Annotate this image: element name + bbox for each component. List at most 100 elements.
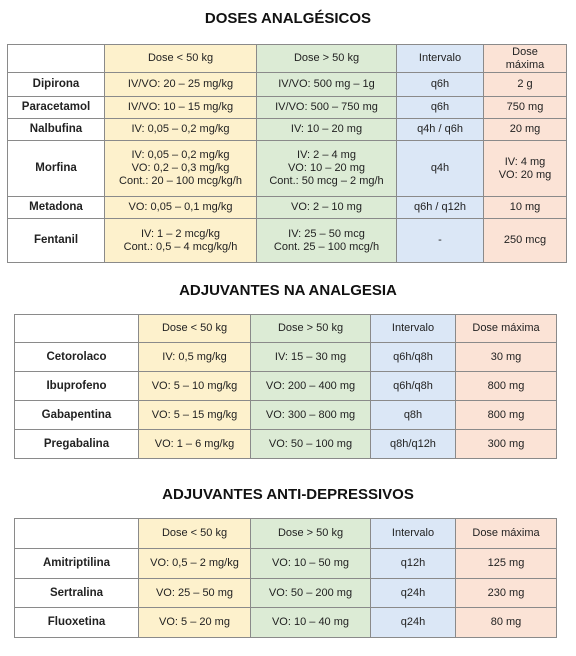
data-row: Amitriptilina VO: 0,5 – 2 mg/kg VO: 10 – 5… xyxy=(14,548,557,579)
dose-cell: VO: 1 – 6 mg/kg xyxy=(138,429,251,459)
dose-cell: VO: 10 – 50 mg xyxy=(250,548,371,579)
header-cell: Dose > 50 kg xyxy=(250,314,371,343)
dose-cell: q6h xyxy=(396,72,484,97)
drug-name: Cetorolaco xyxy=(14,342,139,372)
section-title: DOSES ANALGÉSICOS xyxy=(204,10,372,27)
data-row: Cetorolaco IV: 0,5 mg/kg IV: 15 – 30 mg q6h… xyxy=(14,342,557,372)
header-cell: Dose < 50 kg xyxy=(138,518,251,549)
dose-cell: IV: 1 – 2 mcg/kg Cont.: 0,5 – 4 mcg/kg/h xyxy=(104,218,257,263)
dose-cell: IV: 0,5 mg/kg xyxy=(138,342,251,372)
cell-line: VO: 20 mg xyxy=(498,168,552,181)
cell-line: Cont. 25 – 100 mcg/h xyxy=(273,240,380,253)
header-cell: Dose < 50 kg xyxy=(138,314,251,343)
dose-cell: q12h xyxy=(370,548,456,579)
dose-cell: IV: 0,05 – 0,2 mg/kg xyxy=(104,118,257,141)
dose-cell: VO: 5 – 20 mg xyxy=(138,607,251,638)
dose-cell: - xyxy=(396,218,484,263)
dose-cell: IV: 15 – 30 mg xyxy=(250,342,371,372)
dose-cell: 250 mcg xyxy=(483,218,567,263)
drug-name: Metadona xyxy=(7,196,105,219)
table-body: Dose < 50 kg Dose > 50 kg Intervalo Dose má… xyxy=(14,518,557,638)
table-body: Dose < 50 kg Dose > 50 kg Intervalo Dose má… xyxy=(14,314,557,459)
dose-cell: 800 mg xyxy=(455,400,557,430)
dose-table: Dose < 50 kg Dose > 50 kg Intervalo Dose máx… xyxy=(7,44,567,263)
dose-cell: 230 mg xyxy=(455,578,557,608)
dose-cell: 125 mg xyxy=(455,548,557,579)
dose-cell: 80 mg xyxy=(455,607,557,638)
dose-cell: q24h xyxy=(370,607,456,638)
dose-cell: VO: 300 – 800 mg xyxy=(250,400,371,430)
dose-cell: IV: 10 – 20 mg xyxy=(256,118,397,141)
data-row: Pregabalina VO: 1 – 6 mg/kg VO: 50 – 100 m… xyxy=(14,429,557,459)
dose-cell: IV: 4 mg VO: 20 mg xyxy=(483,140,567,197)
drug-name: Paracetamol xyxy=(7,96,105,119)
data-row: Gabapentina VO: 5 – 15 mg/kg VO: 300 – 800… xyxy=(14,400,557,430)
dose-cell: VO: 50 – 100 mg xyxy=(250,429,371,459)
cell-line: IV: 2 – 4 mg xyxy=(297,149,356,161)
drug-name: Fluoxetina xyxy=(14,607,139,638)
data-row: Dipirona IV/VO: 20 – 25 mg/kg IV/VO: 500 m… xyxy=(7,72,567,97)
data-row: Paracetamol IV/VO: 10 – 15 mg/kg IV/VO: 50… xyxy=(7,96,567,119)
table-body: Dose < 50 kg Dose > 50 kg Intervalo Dose máx… xyxy=(7,44,567,263)
header-cell: Intervalo xyxy=(370,314,456,343)
dose-cell: IV: 2 – 4 mg VO: 10 – 20 mg Cont.: 50 mcg … xyxy=(256,140,397,197)
dose-cell: 20 mg xyxy=(483,118,567,141)
dose-cell: IV/VO: 500 mg – 1g xyxy=(256,72,397,97)
section-title: ADJUVANTES ANTI-DEPRESSIVOS xyxy=(162,486,414,503)
header-cell: Dose máxima xyxy=(455,518,557,549)
drug-name: Gabapentina xyxy=(14,400,139,430)
dose-cell: VO: 5 – 10 mg/kg xyxy=(138,371,251,401)
cell-line: Dose xyxy=(512,45,538,58)
dose-cell: IV: 0,05 – 0,2 mg/kg VO: 0,2 – 0,3 mg/kg C… xyxy=(104,140,257,197)
section-title: ADJUVANTES NA ANALGESIA xyxy=(179,282,397,299)
cell-line: IV: 4 mg xyxy=(504,155,546,168)
header-cell: Dose > 50 kg xyxy=(256,44,397,73)
drug-name: Sertralina xyxy=(14,578,139,608)
drug-name: Nalbufina xyxy=(7,118,105,141)
dose-cell: q4h / q6h xyxy=(396,118,484,141)
dose-cell: 800 mg xyxy=(455,371,557,401)
drug-name: Pregabalina xyxy=(14,429,139,459)
cell-line: IV: 1 – 2 mcg/kg xyxy=(140,227,221,240)
data-row: Ibuprofeno VO: 5 – 10 mg/kg VO: 200 – 400 … xyxy=(14,371,557,401)
dose-cell: IV/VO: 500 – 750 mg xyxy=(256,96,397,119)
dose-cell: VO: 5 – 15 mg/kg xyxy=(138,400,251,430)
dose-cell: q6h/q8h xyxy=(370,342,456,372)
cell-line: Cont.: 0,5 – 4 mcg/kg/h xyxy=(123,240,238,253)
cell-line: Cont.: 50 mcg – 2 mg/h xyxy=(269,175,384,187)
cell-line: máxima xyxy=(505,58,545,71)
dose-cell: q6h xyxy=(396,96,484,119)
cell-line: IV: 25 – 50 mcg xyxy=(288,227,365,240)
dose-cell: q8h xyxy=(370,400,456,430)
corner-cell xyxy=(14,314,139,343)
header-row: Dose < 50 kg Dose > 50 kg Intervalo Dose má… xyxy=(14,314,557,343)
dose-cell: IV/VO: 20 – 25 mg/kg xyxy=(104,72,257,97)
data-row: Fentanil IV: 1 – 2 mcg/kg Cont.: 0,5 – 4 m… xyxy=(7,218,567,263)
dose-cell: 750 mg xyxy=(483,96,567,119)
dose-cell: VO: 2 – 10 mg xyxy=(256,196,397,219)
header-cell: Dose < 50 kg xyxy=(104,44,257,73)
dose-cell: q4h xyxy=(396,140,484,197)
dose-cell: 10 mg xyxy=(483,196,567,219)
drug-name: Dipirona xyxy=(7,72,105,97)
dose-cell: IV/VO: 10 – 15 mg/kg xyxy=(104,96,257,119)
header-cell: Intervalo xyxy=(370,518,456,549)
drug-name: Fentanil xyxy=(7,218,105,263)
dose-cell: 2 g xyxy=(483,72,567,97)
data-row: Metadona VO: 0,05 – 0,1 mg/kg VO: 2 – 10 m… xyxy=(7,196,567,219)
corner-cell xyxy=(14,518,139,549)
dose-cell: q6h / q12h xyxy=(396,196,484,219)
header-cell: Dose máxima xyxy=(483,44,567,73)
dose-cell: q24h xyxy=(370,578,456,608)
dose-cell: VO: 50 – 200 mg xyxy=(250,578,371,608)
header-cell: Dose máxima xyxy=(455,314,557,343)
corner-cell xyxy=(7,44,105,73)
header-cell: Dose > 50 kg xyxy=(250,518,371,549)
dose-cell: IV: 25 – 50 mcg Cont. 25 – 100 mcg/h xyxy=(256,218,397,263)
cell-line: VO: 0,2 – 0,3 mg/kg xyxy=(131,162,230,174)
header-cell: Intervalo xyxy=(396,44,484,73)
header-row: Dose < 50 kg Dose > 50 kg Intervalo Dose má… xyxy=(14,518,557,549)
dose-table: Dose < 50 kg Dose > 50 kg Intervalo Dose má… xyxy=(14,518,557,638)
data-row: Morfina IV: 0,05 – 0,2 mg/kg VO: 0,2 – 0,3… xyxy=(7,140,567,197)
